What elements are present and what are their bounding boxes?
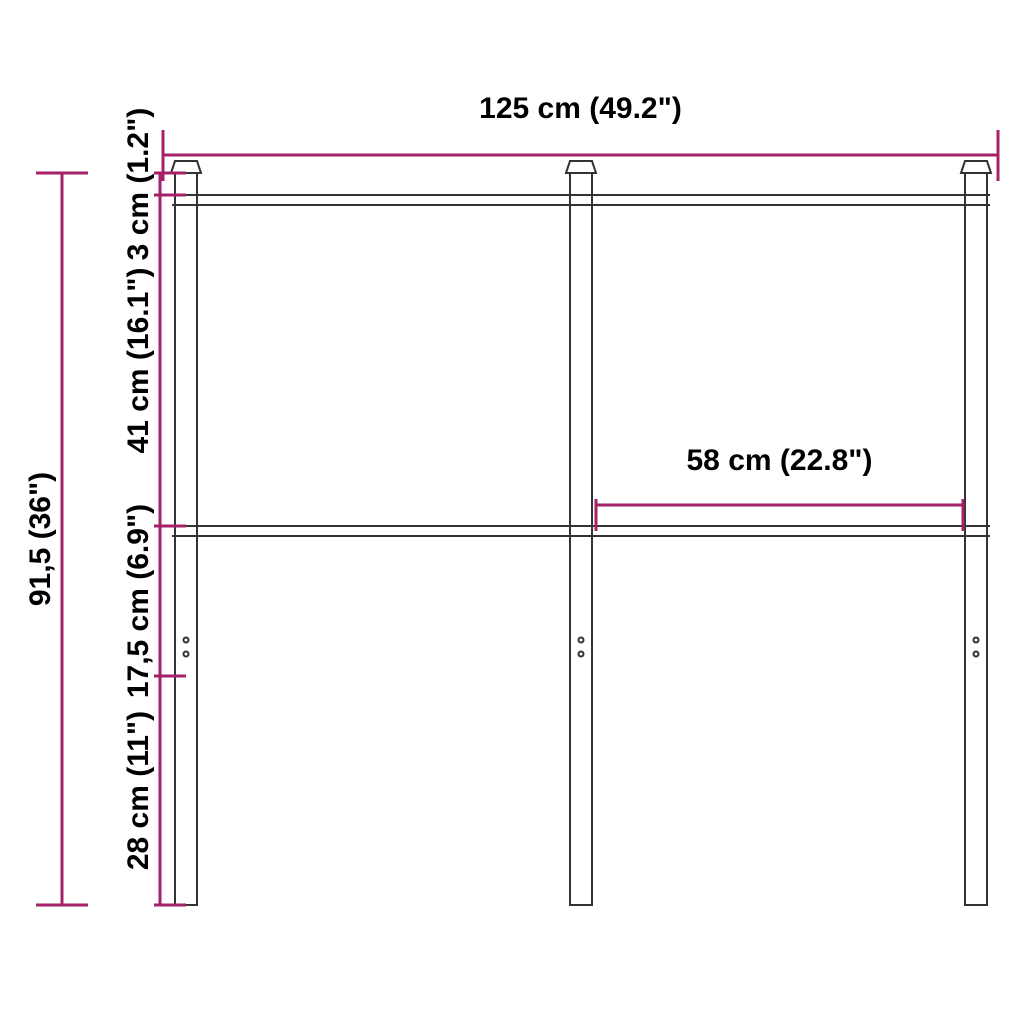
bolt-hole bbox=[974, 652, 979, 657]
post-3 bbox=[965, 173, 987, 905]
dim-panel-width-label: 58 cm (22.8") bbox=[687, 444, 873, 477]
product-outline bbox=[171, 161, 991, 905]
dim-mid-gap: 17,5 cm (6.9") bbox=[122, 504, 186, 698]
dim-mid-gap-label: 17,5 cm (6.9") bbox=[122, 504, 155, 698]
top-rail bbox=[197, 195, 965, 205]
dim-overall-height: 91,5 (36") bbox=[24, 173, 88, 905]
dim-panel-width: 58 cm (22.8") bbox=[596, 444, 963, 531]
post-1 bbox=[175, 173, 197, 905]
post-cap bbox=[171, 161, 201, 173]
dim-overall-height-label: 91,5 (36") bbox=[24, 472, 57, 606]
bolt-hole bbox=[184, 638, 189, 643]
dim-overall-width-label: 125 cm (49.2") bbox=[479, 92, 682, 125]
bottom-rail bbox=[197, 526, 965, 536]
post-cap bbox=[566, 161, 596, 173]
bolt-hole bbox=[974, 638, 979, 643]
dim-leg-height: 28 cm (11") bbox=[122, 676, 186, 905]
dimension-diagram: 125 cm (49.2") 58 cm (22.8") 91,5 (36") 3 c… bbox=[0, 0, 1024, 1024]
bolt-hole bbox=[184, 652, 189, 657]
dim-overall-width: 125 cm (49.2") bbox=[163, 92, 998, 181]
bolt-hole bbox=[579, 652, 584, 657]
dim-panel-height-label: 41 cm (16.1") bbox=[122, 268, 155, 454]
dim-leg-height-label: 28 cm (11") bbox=[122, 711, 155, 870]
bolt-hole bbox=[579, 638, 584, 643]
post-cap bbox=[961, 161, 991, 173]
dim-cap-height: 3 cm (1.2") bbox=[122, 108, 186, 261]
post-2 bbox=[570, 173, 592, 905]
dim-cap-height-label: 3 cm (1.2") bbox=[122, 108, 155, 261]
